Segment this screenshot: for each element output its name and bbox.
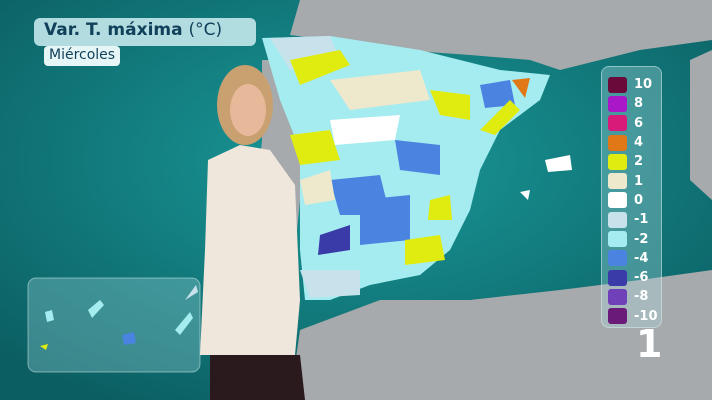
africa-land bbox=[290, 270, 712, 400]
legend-item: -1 bbox=[608, 210, 661, 229]
legend-item: -2 bbox=[608, 229, 661, 248]
legend-swatch bbox=[608, 308, 627, 325]
legend-item: 1 bbox=[608, 171, 661, 190]
legend-label: 6 bbox=[634, 115, 644, 131]
legend-swatch bbox=[608, 153, 627, 170]
day-label: Miércoles bbox=[44, 46, 121, 66]
map-regions bbox=[270, 36, 530, 298]
france-land bbox=[290, 0, 712, 70]
legend-label: 2 bbox=[634, 154, 644, 170]
legend-swatch bbox=[608, 288, 627, 305]
title-unit: (°C) bbox=[188, 20, 223, 40]
balearic-islands bbox=[520, 155, 572, 200]
legend-label: -10 bbox=[634, 308, 658, 324]
legend-label: -8 bbox=[634, 289, 649, 305]
legend-label: 10 bbox=[634, 77, 653, 93]
legend-swatch bbox=[608, 76, 627, 93]
page-number: 1 bbox=[636, 322, 663, 366]
legend-item: 6 bbox=[608, 114, 661, 133]
map-title: Var. T. máxima (°C) bbox=[34, 18, 256, 46]
legend-item: 8 bbox=[608, 94, 661, 113]
legend-swatch bbox=[608, 192, 627, 209]
legend-item: 10 bbox=[608, 75, 661, 94]
title-text: Var. T. máxima bbox=[44, 20, 183, 40]
legend-item: 2 bbox=[608, 152, 661, 171]
presenter bbox=[200, 65, 305, 400]
legend-swatch bbox=[608, 211, 627, 228]
legend-swatch bbox=[608, 269, 627, 286]
legend-label: 1 bbox=[634, 173, 644, 189]
legend-label: -1 bbox=[634, 212, 649, 228]
legend-item: -10 bbox=[608, 307, 661, 326]
color-legend: 10 8 6 4 2 1 0 -1 -2 -4 -6 -8 -10 bbox=[601, 66, 662, 328]
legend-item: -6 bbox=[608, 268, 661, 287]
legend-label: 8 bbox=[634, 96, 644, 112]
legend-item: -8 bbox=[608, 287, 661, 306]
legend-swatch bbox=[608, 115, 627, 132]
legend-item: -4 bbox=[608, 249, 661, 268]
legend-label: 4 bbox=[634, 135, 644, 151]
sardinia-land bbox=[690, 50, 712, 200]
legend-label: -6 bbox=[634, 270, 649, 286]
legend-item: 4 bbox=[608, 133, 661, 152]
legend-label: 0 bbox=[634, 192, 644, 208]
legend-label: -2 bbox=[634, 231, 649, 247]
canary-islands-inset bbox=[27, 277, 201, 373]
legend-swatch bbox=[608, 173, 627, 190]
canary-islands bbox=[40, 285, 198, 350]
legend-item: 0 bbox=[608, 191, 661, 210]
legend-swatch bbox=[608, 95, 627, 112]
legend-label: -4 bbox=[634, 250, 649, 266]
legend-swatch bbox=[608, 134, 627, 151]
legend-swatch bbox=[608, 250, 627, 267]
legend-swatch bbox=[608, 231, 627, 248]
